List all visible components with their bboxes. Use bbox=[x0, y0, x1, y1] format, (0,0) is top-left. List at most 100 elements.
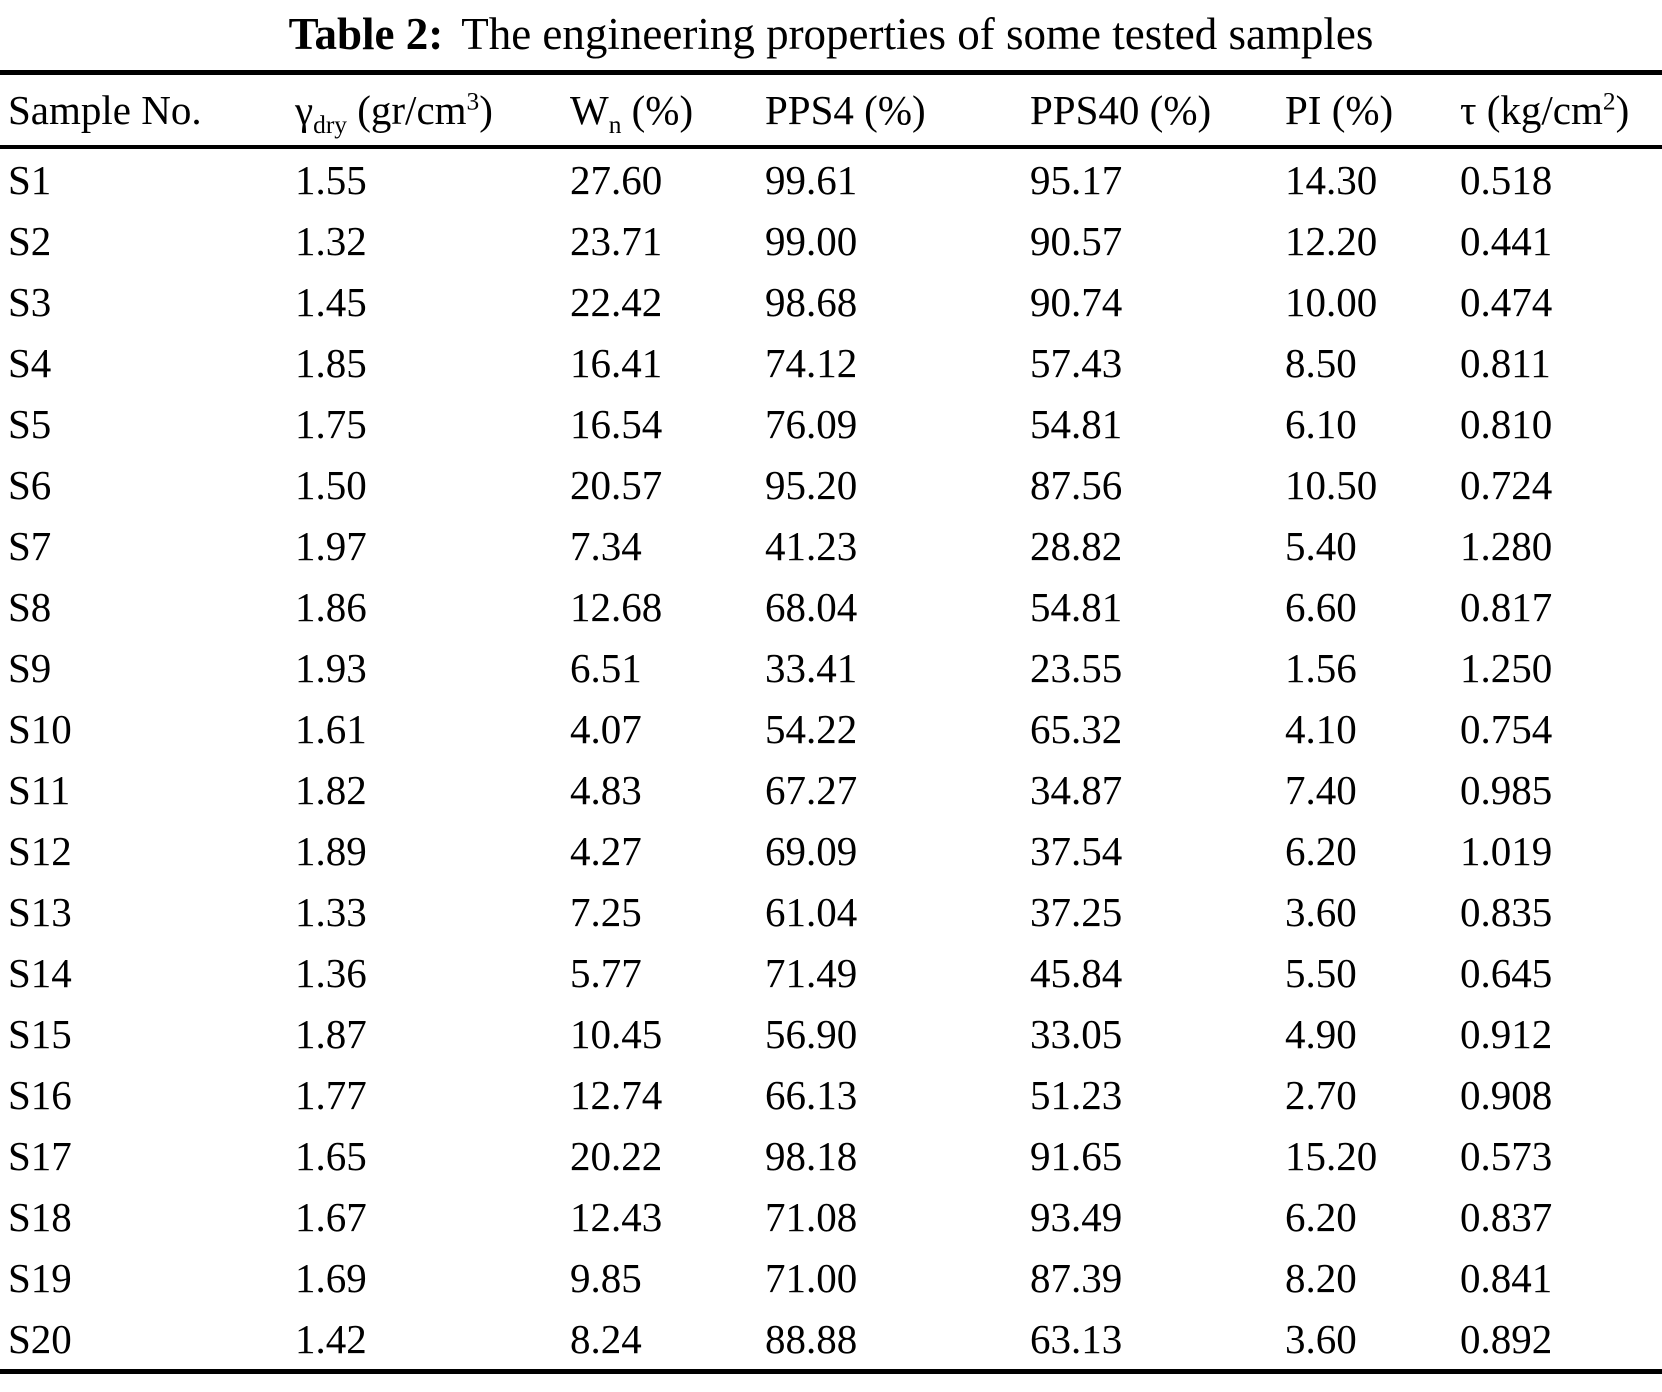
value-cell: 1.32 bbox=[295, 217, 367, 264]
value-cell: 1.87 bbox=[295, 1010, 367, 1057]
value-cell: 1.36 bbox=[295, 949, 367, 996]
sample-id-cell: S5 bbox=[8, 400, 52, 447]
value-cell: 66.13 bbox=[765, 1071, 858, 1118]
table-row: S8 1.86 12.68 68.04 54.81 6.60 0.817 bbox=[0, 576, 1662, 637]
value-cell: 0.835 bbox=[1460, 888, 1553, 935]
value-cell: 10.50 bbox=[1285, 461, 1378, 508]
table-row: S1 1.55 27.60 99.61 95.17 14.30 0.518 bbox=[0, 147, 1662, 210]
col-header-tau: τ (kg/cm2) bbox=[1452, 72, 1662, 149]
value-cell: 54.81 bbox=[1030, 583, 1123, 630]
value-cell: 0.474 bbox=[1460, 278, 1553, 325]
value-cell: 0.573 bbox=[1460, 1132, 1553, 1179]
engineering-properties-table: Sample No. γdry (gr/cm3) Wn (%) PPS4 (%) PPS… bbox=[0, 70, 1662, 1374]
value-cell: 1.50 bbox=[295, 461, 367, 508]
table-row: S2 1.32 23.71 99.00 90.57 12.20 0.441 bbox=[0, 210, 1662, 271]
value-cell: 90.74 bbox=[1030, 278, 1123, 325]
col-header-gamma-dry: γdry (gr/cm3) bbox=[287, 72, 562, 149]
value-cell: 9.85 bbox=[570, 1254, 642, 1301]
sample-id-cell: S9 bbox=[8, 644, 52, 691]
table-row: S10 1.61 4.07 54.22 65.32 4.10 0.754 bbox=[0, 698, 1662, 759]
sample-id-cell: S13 bbox=[8, 888, 72, 935]
col-header-pi: PI (%) bbox=[1277, 72, 1452, 149]
value-cell: 7.25 bbox=[570, 888, 642, 935]
value-cell: 45.84 bbox=[1030, 949, 1123, 996]
value-cell: 23.55 bbox=[1030, 644, 1123, 691]
value-cell: 1.89 bbox=[295, 827, 367, 874]
value-cell: 3.60 bbox=[1285, 1315, 1357, 1362]
value-cell: 0.518 bbox=[1460, 156, 1553, 203]
table-row: S3 1.45 22.42 98.68 90.74 10.00 0.474 bbox=[0, 271, 1662, 332]
table-row: S4 1.85 16.41 74.12 57.43 8.50 0.811 bbox=[0, 332, 1662, 393]
value-cell: 37.25 bbox=[1030, 888, 1123, 935]
value-cell: 54.22 bbox=[765, 705, 858, 752]
value-cell: 7.40 bbox=[1285, 766, 1357, 813]
value-cell: 41.23 bbox=[765, 522, 858, 569]
value-cell: 33.41 bbox=[765, 644, 858, 691]
value-cell: 2.70 bbox=[1285, 1071, 1357, 1118]
table-row: S20 1.42 8.24 88.88 63.13 3.60 0.892 bbox=[0, 1308, 1662, 1372]
sample-id-cell: S4 bbox=[8, 339, 52, 386]
table-row: S14 1.36 5.77 71.49 45.84 5.50 0.645 bbox=[0, 942, 1662, 1003]
sample-id-cell: S15 bbox=[8, 1010, 72, 1057]
value-cell: 3.60 bbox=[1285, 888, 1357, 935]
value-cell: 7.34 bbox=[570, 522, 642, 569]
sample-id-cell: S10 bbox=[8, 705, 72, 752]
value-cell: 95.20 bbox=[765, 461, 858, 508]
value-cell: 71.00 bbox=[765, 1254, 858, 1301]
value-cell: 34.87 bbox=[1030, 766, 1123, 813]
value-cell: 1.55 bbox=[295, 156, 367, 203]
value-cell: 1.250 bbox=[1460, 644, 1553, 691]
value-cell: 0.837 bbox=[1460, 1193, 1553, 1240]
value-cell: 0.841 bbox=[1460, 1254, 1553, 1301]
col-header-wn: Wn (%) bbox=[562, 72, 757, 149]
value-cell: 0.724 bbox=[1460, 461, 1553, 508]
value-cell: 1.97 bbox=[295, 522, 367, 569]
sample-id-cell: S17 bbox=[8, 1132, 72, 1179]
value-cell: 5.77 bbox=[570, 949, 642, 996]
value-cell: 1.75 bbox=[295, 400, 367, 447]
table-row: S11 1.82 4.83 67.27 34.87 7.40 0.985 bbox=[0, 759, 1662, 820]
table-row: S9 1.93 6.51 33.41 23.55 1.56 1.250 bbox=[0, 637, 1662, 698]
value-cell: 12.43 bbox=[570, 1193, 663, 1240]
value-cell: 95.17 bbox=[1030, 156, 1123, 203]
value-cell: 63.13 bbox=[1030, 1315, 1123, 1362]
value-cell: 1.93 bbox=[295, 644, 367, 691]
value-cell: 69.09 bbox=[765, 827, 858, 874]
table-row: S13 1.33 7.25 61.04 37.25 3.60 0.835 bbox=[0, 881, 1662, 942]
value-cell: 1.86 bbox=[295, 583, 367, 630]
col-header-pps4: PPS4 (%) bbox=[757, 72, 1022, 149]
col-header-pps40: PPS40 (%) bbox=[1022, 72, 1277, 149]
sample-id-cell: S3 bbox=[8, 278, 52, 325]
value-cell: 10.00 bbox=[1285, 278, 1378, 325]
value-cell: 56.90 bbox=[765, 1010, 858, 1057]
value-cell: 6.10 bbox=[1285, 400, 1357, 447]
value-cell: 1.77 bbox=[295, 1071, 367, 1118]
value-cell: 1.82 bbox=[295, 766, 367, 813]
value-cell: 74.12 bbox=[765, 339, 858, 386]
value-cell: 4.07 bbox=[570, 705, 642, 752]
value-cell: 4.27 bbox=[570, 827, 642, 874]
sample-id-cell: S19 bbox=[8, 1254, 72, 1301]
value-cell: 1.69 bbox=[295, 1254, 367, 1301]
value-cell: 0.817 bbox=[1460, 583, 1553, 630]
sample-id-cell: S6 bbox=[8, 461, 52, 508]
table-row: S5 1.75 16.54 76.09 54.81 6.10 0.810 bbox=[0, 393, 1662, 454]
table-row: S18 1.67 12.43 71.08 93.49 6.20 0.837 bbox=[0, 1186, 1662, 1247]
value-cell: 51.23 bbox=[1030, 1071, 1123, 1118]
header-row: Sample No. γdry (gr/cm3) Wn (%) PPS4 (%) PPS… bbox=[0, 72, 1662, 149]
value-cell: 68.04 bbox=[765, 583, 858, 630]
value-cell: 0.810 bbox=[1460, 400, 1553, 447]
value-cell: 14.30 bbox=[1285, 156, 1378, 203]
value-cell: 91.65 bbox=[1030, 1132, 1123, 1179]
sample-id-cell: S1 bbox=[8, 156, 52, 203]
value-cell: 22.42 bbox=[570, 278, 663, 325]
value-cell: 10.45 bbox=[570, 1010, 663, 1057]
sample-id-cell: S20 bbox=[8, 1315, 72, 1362]
value-cell: 1.42 bbox=[295, 1315, 367, 1362]
table-caption: Table 2: The engineering properties of so… bbox=[0, 0, 1662, 70]
value-cell: 99.61 bbox=[765, 156, 858, 203]
value-cell: 1.45 bbox=[295, 278, 367, 325]
value-cell: 0.985 bbox=[1460, 766, 1553, 813]
value-cell: 76.09 bbox=[765, 400, 858, 447]
value-cell: 8.50 bbox=[1285, 339, 1357, 386]
